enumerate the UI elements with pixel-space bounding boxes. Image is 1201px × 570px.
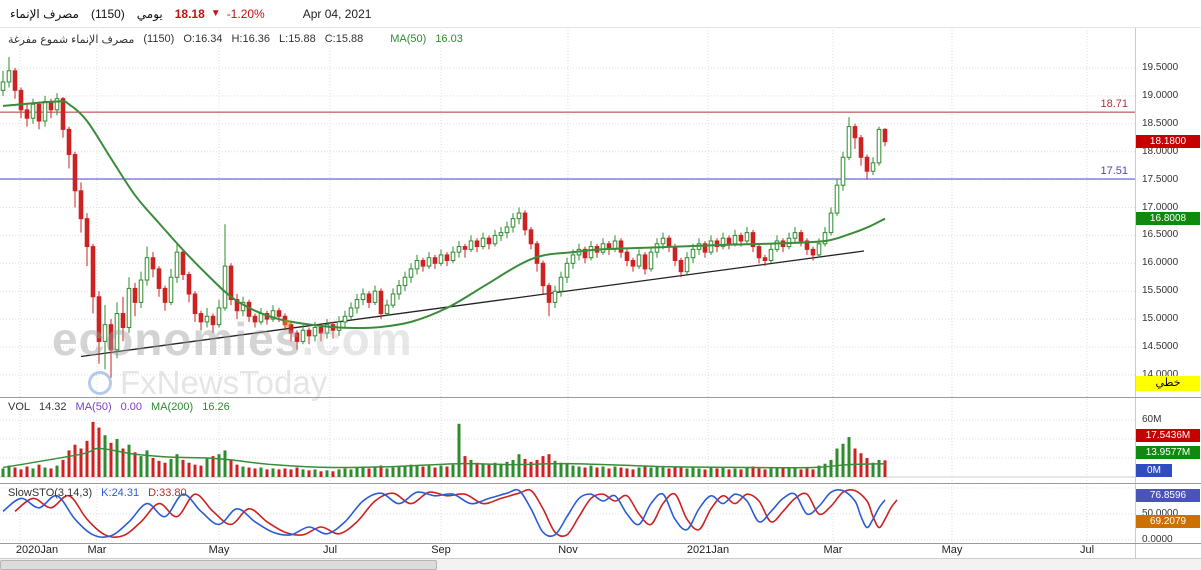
- stoch-axis-label: 50.0000: [1142, 508, 1179, 519]
- vol-ma2-value: 16.26: [202, 401, 230, 413]
- stock-symbol: (1150): [90, 6, 125, 21]
- candles-layer: [0, 56, 888, 378]
- price-panel-legend: مصرف الإنماء شموع مفرغة (1150) O:16.34 H…: [8, 33, 463, 46]
- x-axis-label: Jul: [1079, 544, 1095, 556]
- volume-ma-line: [2, 447, 886, 469]
- volume-zero-badge: 0M: [1136, 464, 1172, 477]
- down-arrow-icon: ▼: [210, 8, 221, 19]
- last-price: 18.18: [174, 6, 205, 21]
- volume-ma-badge: 13.9577M: [1136, 446, 1200, 459]
- last-price-badge: 18.1800: [1136, 134, 1200, 148]
- x-axis-label: Sep: [431, 544, 451, 556]
- series-symbol: (1150): [143, 33, 175, 45]
- vol-ma1-value: 0.00: [120, 401, 143, 413]
- stock-name: مصرف الإنماء: [10, 6, 79, 21]
- price-axis-label: 17.5000: [1142, 173, 1179, 185]
- vol-ma1-label: MA(50): [75, 401, 112, 413]
- trendline: [80, 250, 865, 358]
- price-change: -1.20%: [226, 6, 265, 21]
- ohlc-low: L:15.88: [279, 33, 316, 45]
- price-axis-label: 16.0000: [1142, 257, 1179, 269]
- x-axis-label: 2020Jan: [15, 544, 59, 556]
- price-axis-label: 14.0000: [1142, 368, 1179, 380]
- price-axis: 18.1800 16.8008 خطي 17.5436M 13.9577M 0M…: [1135, 0, 1201, 570]
- price-axis-label: 17.0000: [1142, 201, 1179, 213]
- sto-k-value: K:24.31: [101, 487, 140, 499]
- sto-d-value: D:33.80: [148, 487, 187, 499]
- scrollbar-track[interactable]: [0, 558, 1201, 570]
- stochastic-d-badge: 69.2079: [1136, 515, 1200, 528]
- vol-value: 14.32: [39, 401, 67, 413]
- scale-mode-badge[interactable]: خطي: [1136, 376, 1200, 391]
- vol-ma2-label: MA(200): [151, 401, 194, 413]
- x-axis-label: May: [941, 544, 963, 556]
- panel-divider: [0, 543, 1201, 544]
- timeframe-label[interactable]: يومي: [136, 6, 163, 21]
- volume-layer: [1, 421, 887, 477]
- vol-label: VOL: [8, 401, 31, 413]
- ma-legend-value: 16.03: [435, 33, 463, 45]
- price-axis-label: 18.5000: [1142, 117, 1179, 129]
- time-axis: 2020Jan Mar May Jul Sep Nov 2021Jan Mar May Jul: [0, 544, 1135, 558]
- x-axis-label: 2021Jan: [686, 544, 730, 556]
- stoch-axis-label: 0.0000: [1142, 534, 1173, 545]
- ohlc-high: H:16.36: [231, 33, 271, 45]
- volume-panel-legend: VOL 14.32 MA(50) 0.00 MA(200) 16.26: [8, 401, 230, 413]
- x-axis-label: Mar: [823, 544, 843, 556]
- scrollbar-thumb[interactable]: [0, 560, 437, 570]
- price-axis-label: 19.5000: [1142, 62, 1179, 73]
- price-axis-label: 15.0000: [1142, 313, 1179, 325]
- stochastic-k-badge: 76.8596: [1136, 489, 1200, 502]
- price-axis-label: 19.0000: [1142, 89, 1179, 101]
- grid-layer: [0, 30, 1135, 543]
- stochastic-d-line: [14, 488, 898, 538]
- x-axis-label: Nov: [558, 544, 578, 556]
- ma50-line: [2, 100, 886, 330]
- volume-axis-label: 60M: [1142, 414, 1162, 425]
- x-axis-label: May: [208, 544, 230, 556]
- stochastic-panel-legend: SlowSTO(3,14,3) K:24.31 D:33.80: [8, 487, 187, 499]
- stochastic-k-line: [2, 488, 886, 538]
- price-axis-label: 14.5000: [1142, 341, 1179, 352]
- ma-legend-label: MA(50): [390, 33, 427, 45]
- date-label: Apr 04, 2021: [302, 6, 372, 21]
- level-label: 18.71: [1100, 98, 1128, 111]
- sto-label: SlowSTO(3,14,3): [8, 487, 93, 499]
- ohlc-open: O:16.34: [183, 33, 223, 45]
- price-axis-label: 16.5000: [1142, 229, 1179, 241]
- level-label: 17.51: [1100, 165, 1128, 178]
- x-axis-label: Jul: [322, 544, 338, 556]
- title-bar: مصرف الإنماء (1150) يومي 18.18 ▼ -1.20% …: [0, 0, 1201, 28]
- price-axis-label: 15.5000: [1142, 285, 1179, 297]
- panel-divider: [0, 483, 1201, 484]
- x-axis-label: Mar: [87, 544, 107, 556]
- ma-value-badge: 16.8008: [1136, 211, 1200, 225]
- ohlc-close: C:15.88: [324, 33, 364, 45]
- volume-last-badge: 17.5436M: [1136, 429, 1200, 442]
- panel-divider: [0, 397, 1201, 398]
- price-axis-label: 18.0000: [1142, 145, 1179, 157]
- series-name: مصرف الإنماء شموع مفرغة: [8, 34, 135, 46]
